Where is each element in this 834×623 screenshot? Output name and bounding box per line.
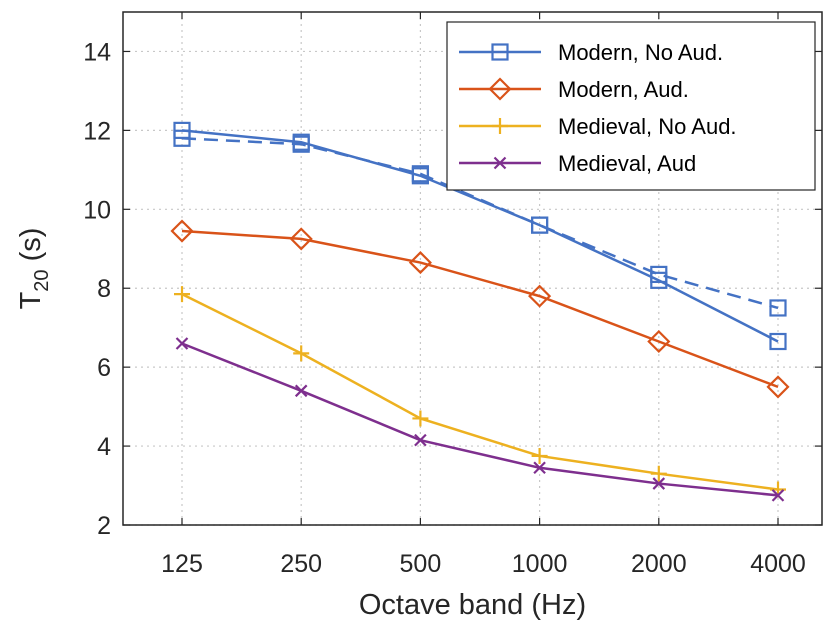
- series-line-dashed: [181, 137, 779, 310]
- data-point: [414, 433, 427, 447]
- data-point: [530, 216, 549, 234]
- legend-marker: [492, 118, 508, 134]
- legend: Modern, No Aud. Modern, Aud. Medieval, No …: [446, 21, 816, 191]
- data-point: [531, 447, 548, 464]
- y-tick-label: 8: [97, 275, 111, 303]
- legend-entry: Medieval, Aud: [459, 151, 696, 176]
- series-line: [181, 129, 779, 343]
- data-point: [647, 329, 671, 354]
- data-point: [170, 219, 194, 243]
- x-tick-label: 4000: [750, 550, 806, 578]
- data-point: [411, 167, 429, 185]
- series-line: [181, 342, 779, 497]
- plot-frame: [122, 11, 823, 526]
- data-point: [533, 461, 546, 475]
- data-point: [294, 384, 308, 398]
- x-tick-label: 125: [161, 550, 203, 578]
- x-tick-label: 250: [280, 550, 322, 578]
- x-tick-label: 2000: [631, 550, 687, 578]
- y-tick-label: 12: [83, 117, 111, 145]
- series-line: [181, 229, 779, 389]
- data-point: [174, 286, 190, 303]
- data-point: [412, 410, 429, 427]
- axis-ticks: 125 250 500 1000 2000 4000 2 4 6 8 10 12 14: [83, 12, 822, 578]
- y-axis-label: T20 (s): [15, 228, 53, 310]
- legend-marker: [491, 43, 509, 61]
- x-axis-label: Octave band (Hz): [359, 589, 586, 621]
- data-point: [771, 489, 785, 502]
- legend-label: Medieval, No Aud.: [558, 114, 737, 139]
- legend-marker: [493, 156, 507, 170]
- y-axis-label-main: T: [15, 291, 47, 309]
- legend-entry: Modern, Aud.: [459, 77, 689, 102]
- data-point: [289, 227, 313, 251]
- data-point: [292, 133, 310, 151]
- y-tick-label: 14: [83, 38, 111, 66]
- legend-label: Medieval, Aud: [558, 151, 696, 176]
- data-point: [528, 284, 552, 308]
- data-point: [173, 121, 191, 139]
- y-axis-label-unit: (s): [15, 228, 47, 270]
- y-tick-label: 10: [83, 196, 111, 224]
- data-point: [175, 337, 189, 350]
- legend-entry: Modern, No Aud.: [459, 40, 723, 65]
- legend-marker: [488, 77, 512, 101]
- data-point: [650, 271, 668, 289]
- series-layer: [170, 121, 790, 502]
- data-point: [652, 477, 666, 490]
- y-tick-label: 6: [97, 354, 111, 382]
- series-modern-aud: [170, 219, 790, 399]
- series-medieval-aud: [175, 337, 785, 502]
- y-tick-label: 4: [97, 433, 111, 461]
- series-modern-no-aud: [173, 121, 787, 351]
- data-point: [408, 251, 432, 275]
- data-point: [293, 345, 310, 362]
- data-point: [769, 299, 787, 317]
- series-line: [181, 293, 779, 491]
- x-tick-label: 500: [400, 550, 442, 578]
- legend-entry: Medieval, No Aud.: [459, 114, 737, 139]
- data-point: [650, 465, 667, 482]
- legend-label: Modern, Aud.: [558, 77, 689, 102]
- y-axis-label-subscript: 20: [31, 269, 53, 291]
- legend-label: Modern, No Aud.: [558, 40, 723, 65]
- x-tick-label: 1000: [512, 550, 568, 578]
- data-point: [766, 375, 790, 399]
- data-point: [769, 332, 787, 351]
- y-tick-label: 2: [97, 512, 111, 540]
- series-medieval-no-aud: [174, 286, 786, 498]
